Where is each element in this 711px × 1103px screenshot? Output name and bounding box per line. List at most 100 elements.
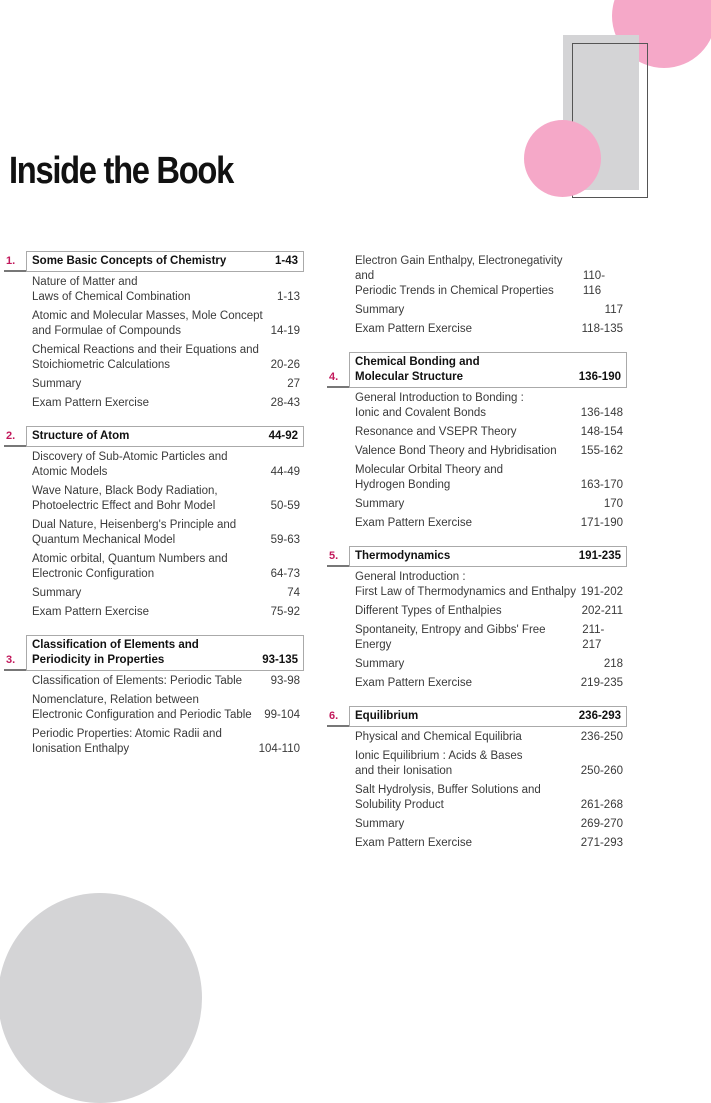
entry-title: Ionic Equilibrium : Acids & Bases and th… [355, 750, 523, 777]
entry-pages: 27 [287, 378, 300, 390]
toc-entry: Exam Pattern Exercise 118-135 [327, 319, 627, 338]
entry-title: Nature of Matter and Laws of Chemical Co… [32, 276, 191, 303]
entry-pages: 74 [287, 587, 300, 599]
entry-pages: 44-49 [270, 466, 300, 478]
chapter-number: 5. [327, 550, 349, 567]
toc-entry: General Introduction to Bonding : Ionic … [327, 388, 627, 422]
entry-pages: 136-148 [580, 407, 623, 419]
toc-entry: Valence Bond Theory and Hybridisation 155… [327, 441, 627, 460]
entry-pages: 211-217 [582, 624, 605, 651]
entry-pages: 271-293 [580, 837, 623, 849]
entry-title: Chemical Reactions and their Equations a… [32, 344, 259, 371]
toc-entry: Summary 74 [4, 583, 304, 602]
chapter-header: 5. Thermodynamics 191-235 [327, 546, 627, 567]
entry-title: Physical and Chemical Equilibria [355, 731, 522, 743]
chapter-title: Equilibrium [355, 710, 419, 722]
chapter-header: 2. Structure of Atom 44-92 [4, 426, 304, 447]
toc-entry: Atomic and Molecular Masses, Mole Concep… [4, 306, 304, 340]
entry-pages: 28-43 [270, 397, 300, 409]
chapter-title-box: Some Basic Concepts of Chemistry 1-43 [26, 251, 304, 272]
entry-pages: 163-170 [580, 479, 623, 491]
entry-pages: 218 [603, 658, 623, 670]
entry-pages: 118-135 [581, 323, 623, 335]
entry-title: Exam Pattern Exercise [355, 837, 472, 849]
chapter-header: 4. Chemical Bonding and Molecular Structu… [327, 352, 627, 388]
entry-title: Different Types of Enthalpies [355, 605, 502, 617]
toc-entry: Different Types of Enthalpies 202-211 [327, 601, 627, 620]
chapter-title: Chemical Bonding and Molecular Structure [355, 356, 480, 383]
chapter-title-box: Structure of Atom 44-92 [26, 426, 304, 447]
toc-entry: Physical and Chemical Equilibria 236-250 [327, 727, 627, 746]
page-title: Inside the Book [9, 150, 234, 192]
entry-title: Classification of Elements: Periodic Tab… [32, 675, 243, 687]
entry-pages: 20-26 [270, 359, 300, 371]
entry-pages: 59-63 [270, 534, 300, 546]
entry-pages: 191-202 [580, 586, 623, 598]
toc-entry: Electron Gain Enthalpy, Electronegativit… [327, 251, 627, 300]
entry-pages: 202-211 [581, 605, 623, 617]
chapter-title: Some Basic Concepts of Chemistry [32, 255, 227, 267]
entry-pages: 14-19 [270, 325, 300, 337]
entry-title: Summary [32, 587, 82, 599]
entry-title: Atomic orbital, Quantum Numbers and Elec… [32, 553, 228, 580]
toc-entry: Salt Hydrolysis, Buffer Solutions and So… [327, 780, 627, 814]
toc-entry: Summary 117 [327, 300, 627, 319]
chapter-section: 4. Chemical Bonding and Molecular Structu… [327, 352, 627, 532]
toc-entry: Summary 170 [327, 494, 627, 513]
chapter-title: Thermodynamics [355, 550, 451, 562]
chapter-title-box: Chemical Bonding and Molecular Structure… [349, 352, 627, 388]
chapter-header: 1. Some Basic Concepts of Chemistry 1-43 [4, 251, 304, 272]
toc-entry: Discovery of Sub-Atomic Particles and At… [4, 447, 304, 481]
toc-entry: Exam Pattern Exercise 171-190 [327, 513, 627, 532]
entry-title: Resonance and VSEPR Theory [355, 426, 517, 438]
entry-pages: 250-260 [580, 765, 623, 777]
decorative-grey-circle [0, 893, 202, 1103]
entry-pages: 104-110 [258, 743, 300, 755]
entry-title: Atomic and Molecular Masses, Mole Concep… [32, 310, 263, 337]
entry-pages: 1-13 [276, 291, 300, 303]
entry-pages: 236-250 [580, 731, 623, 743]
toc-left-column: 1. Some Basic Concepts of Chemistry 1-43 Na… [4, 251, 304, 772]
toc-entry: Exam Pattern Exercise 219-235 [327, 673, 627, 692]
entry-title: Salt Hydrolysis, Buffer Solutions and So… [355, 784, 541, 811]
chapter-title-box: Equilibrium 236-293 [349, 706, 627, 727]
chapter-header: 6. Equilibrium 236-293 [327, 706, 627, 727]
chapter-title: Structure of Atom [32, 430, 130, 442]
entry-title: Molecular Orbital Theory and Hydrogen Bo… [355, 464, 504, 491]
entry-title: Wave Nature, Black Body Radiation, Photo… [32, 485, 218, 512]
entry-title: Exam Pattern Exercise [32, 606, 149, 618]
entry-title: Nomenclature, Relation between Electroni… [32, 694, 252, 721]
entry-pages: 99-104 [264, 709, 300, 721]
toc-entry: Wave Nature, Black Body Radiation, Photo… [4, 481, 304, 515]
entry-pages: 148-154 [580, 426, 623, 438]
toc-entry: Resonance and VSEPR Theory 148-154 [327, 422, 627, 441]
toc-entry: Summary 269-270 [327, 814, 627, 833]
toc-entry: Summary 218 [327, 654, 627, 673]
toc-right-column: Electron Gain Enthalpy, Electronegativit… [327, 251, 627, 866]
entry-title: Electron Gain Enthalpy, Electronegativit… [355, 255, 563, 297]
toc-entry: Dual Nature, Heisenberg's Principle and … [4, 515, 304, 549]
entry-title: Summary [355, 658, 405, 670]
chapter-section: 2. Structure of Atom 44-92 Discovery of Sub… [4, 426, 304, 621]
entry-title: Exam Pattern Exercise [355, 323, 472, 335]
continued-section: Electron Gain Enthalpy, Electronegativit… [327, 251, 627, 338]
entry-title: General Introduction to Bonding : Ionic … [355, 392, 524, 419]
entry-pages: 261-268 [580, 799, 623, 811]
entry-title: Summary [355, 818, 405, 830]
toc-entry: Exam Pattern Exercise 75-92 [4, 602, 304, 621]
toc-entry: Summary 27 [4, 374, 304, 393]
entry-pages: 170 [603, 498, 623, 510]
chapter-number: 2. [4, 430, 26, 447]
chapter-number: 3. [4, 654, 26, 671]
toc-entry: Classification of Elements: Periodic Tab… [4, 671, 304, 690]
entry-pages: 171-190 [580, 517, 623, 529]
entry-pages: 219-235 [580, 677, 623, 689]
entry-pages: 110-116 [582, 270, 606, 297]
entry-pages: 75-92 [270, 606, 300, 618]
entry-title: Exam Pattern Exercise [32, 397, 149, 409]
chapter-number: 6. [327, 710, 349, 727]
chapter-pages: 236-293 [578, 710, 621, 722]
entry-title: Summary [32, 378, 82, 390]
chapter-pages: 44-92 [268, 430, 298, 442]
chapter-header: 3. Classification of Elements and Periodi… [4, 635, 304, 671]
